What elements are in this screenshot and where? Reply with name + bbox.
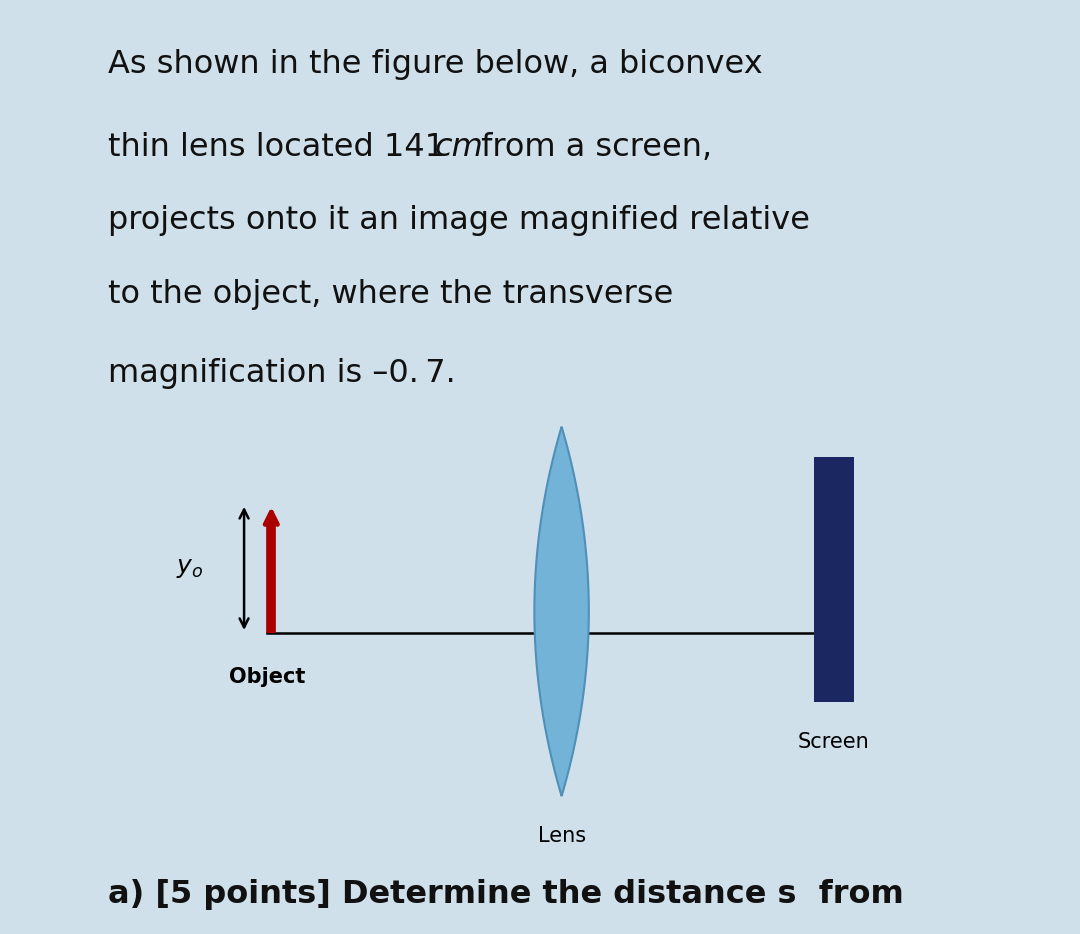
Text: magnification is –0. 7.: magnification is –0. 7. bbox=[108, 358, 456, 389]
Text: $y_o$: $y_o$ bbox=[176, 557, 203, 580]
Text: As shown in the figure below, a biconvex: As shown in the figure below, a biconvex bbox=[108, 50, 762, 80]
Text: cm: cm bbox=[434, 132, 483, 163]
Text: Object: Object bbox=[229, 667, 305, 687]
Polygon shape bbox=[535, 427, 589, 796]
Text: Lens: Lens bbox=[538, 827, 585, 846]
Text: projects onto it an image magnified relative: projects onto it an image magnified rela… bbox=[108, 205, 810, 236]
Text: Screen: Screen bbox=[798, 731, 869, 752]
Text: thin lens located 141: thin lens located 141 bbox=[108, 132, 456, 163]
Text: a) [5 points] Determine the distance s  from: a) [5 points] Determine the distance s f… bbox=[108, 879, 904, 911]
Text: to the object, where the transverse: to the object, where the transverse bbox=[108, 279, 673, 310]
Text: from a screen,: from a screen, bbox=[471, 132, 712, 163]
Bar bbox=[814, 457, 853, 701]
